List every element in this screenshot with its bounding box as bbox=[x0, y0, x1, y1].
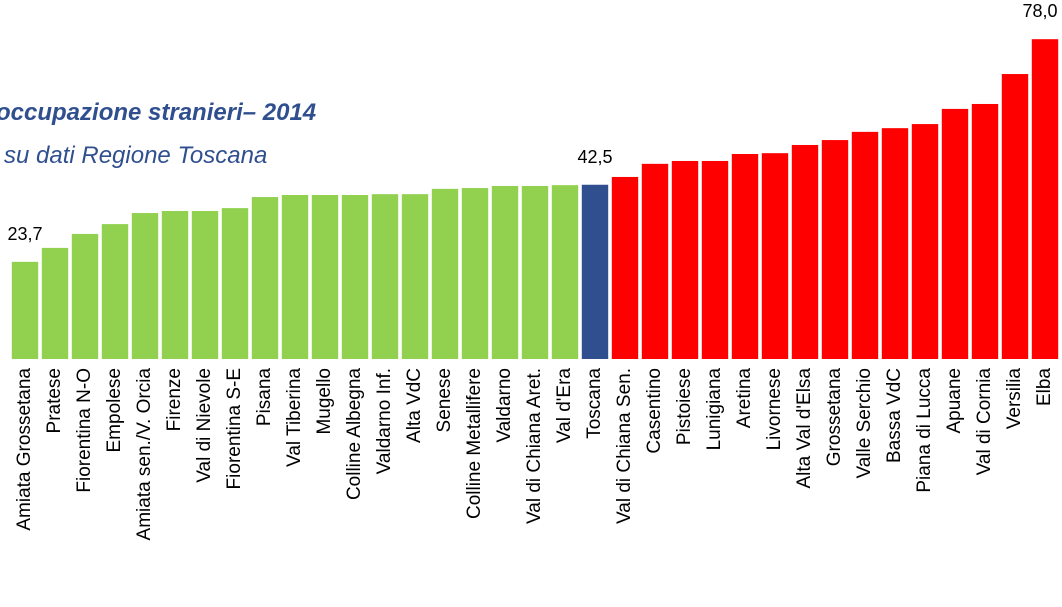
x-tick-label: Amiata sen./V. Orcia bbox=[134, 368, 155, 541]
bar bbox=[251, 197, 279, 359]
x-tick-label: Versilia bbox=[1004, 368, 1025, 430]
x-tick-label: Firenze bbox=[164, 368, 185, 431]
x-tick-label: Val di Cornia bbox=[974, 368, 995, 476]
bar bbox=[551, 185, 579, 359]
x-tick-label: Alta Val d'Elsa bbox=[794, 368, 815, 489]
bar bbox=[161, 210, 189, 359]
bar bbox=[701, 160, 729, 359]
bar bbox=[671, 160, 699, 359]
chart-subtitle: su dati Regione Toscana bbox=[4, 142, 267, 169]
x-tick-label: Senese bbox=[434, 368, 455, 432]
bar bbox=[911, 124, 939, 359]
x-tick-label: Aretina bbox=[734, 368, 755, 429]
x-tick-label: Val d'Era bbox=[554, 368, 575, 444]
bar bbox=[41, 247, 69, 359]
data-label: 23,7 bbox=[7, 224, 42, 244]
x-tick-label: Toscana bbox=[584, 368, 605, 439]
x-tick-label: Valle Serchio bbox=[854, 368, 875, 479]
x-tick-label: Colline Metallifere bbox=[464, 368, 485, 519]
x-tick-label: Livornese bbox=[764, 368, 785, 450]
bar bbox=[131, 213, 159, 359]
bar bbox=[731, 154, 759, 359]
x-tick-label: Empolese bbox=[104, 368, 125, 453]
bar bbox=[971, 103, 999, 359]
x-tick-label: Pisana bbox=[254, 368, 275, 427]
bar bbox=[191, 210, 219, 359]
x-tick-label: Val Tiberina bbox=[284, 368, 305, 467]
x-tick-label: Colline Albegna bbox=[344, 368, 365, 500]
bar bbox=[851, 131, 879, 359]
data-label: 42,5 bbox=[577, 147, 612, 167]
bar bbox=[581, 184, 609, 359]
x-tick-label: Pratese bbox=[44, 368, 65, 433]
bar bbox=[221, 208, 249, 359]
bar bbox=[371, 194, 399, 359]
x-tick-label: Valdarno Inf. bbox=[374, 368, 395, 474]
x-tick-label: Apuane bbox=[944, 368, 965, 434]
bar bbox=[881, 128, 909, 359]
x-tick-label: Grossetana bbox=[824, 368, 845, 467]
bar bbox=[461, 188, 489, 359]
bar bbox=[401, 194, 429, 359]
bar bbox=[341, 195, 369, 359]
x-tick-label: Fiorentina S-E bbox=[224, 368, 245, 489]
bar bbox=[611, 176, 639, 359]
x-tick-label: Alta VdC bbox=[404, 368, 425, 443]
bar bbox=[941, 108, 969, 360]
x-tick-label: Val di Nievole bbox=[194, 368, 215, 483]
bar bbox=[101, 224, 129, 359]
x-tick-label: Pistoiese bbox=[674, 368, 695, 445]
bar bbox=[311, 195, 339, 359]
chart-title: occupazione stranieri– 2014 bbox=[0, 99, 316, 126]
x-tick-label: Piana di Lucca bbox=[914, 368, 935, 493]
x-tick-label: Casentino bbox=[644, 368, 665, 454]
x-tick-label: Fiorentina N-O bbox=[74, 368, 95, 493]
bar bbox=[821, 140, 849, 359]
bar bbox=[491, 185, 519, 359]
x-tick-label: Bassa VdC bbox=[884, 368, 905, 463]
x-tick-label: Val di Chiana Aret. bbox=[524, 368, 545, 524]
bar bbox=[11, 261, 39, 359]
data-label: 78,0 bbox=[1022, 1, 1057, 21]
x-tick-label: Elba bbox=[1034, 368, 1055, 406]
bar bbox=[281, 195, 309, 359]
bar bbox=[1001, 74, 1029, 360]
x-tick-label: Amiata Grossetana bbox=[14, 368, 35, 531]
bar bbox=[1031, 39, 1059, 359]
bar bbox=[761, 153, 789, 359]
bar bbox=[521, 185, 549, 359]
x-tick-label: Val di Chiana Sen. bbox=[614, 368, 635, 524]
bar bbox=[431, 188, 459, 359]
bar bbox=[791, 144, 819, 359]
x-tick-label: Mugello bbox=[314, 368, 335, 435]
x-tick-label: Valdarno bbox=[494, 368, 515, 443]
bar bbox=[641, 163, 669, 359]
bar bbox=[71, 233, 99, 359]
x-tick-label: Lunigiana bbox=[704, 368, 725, 451]
